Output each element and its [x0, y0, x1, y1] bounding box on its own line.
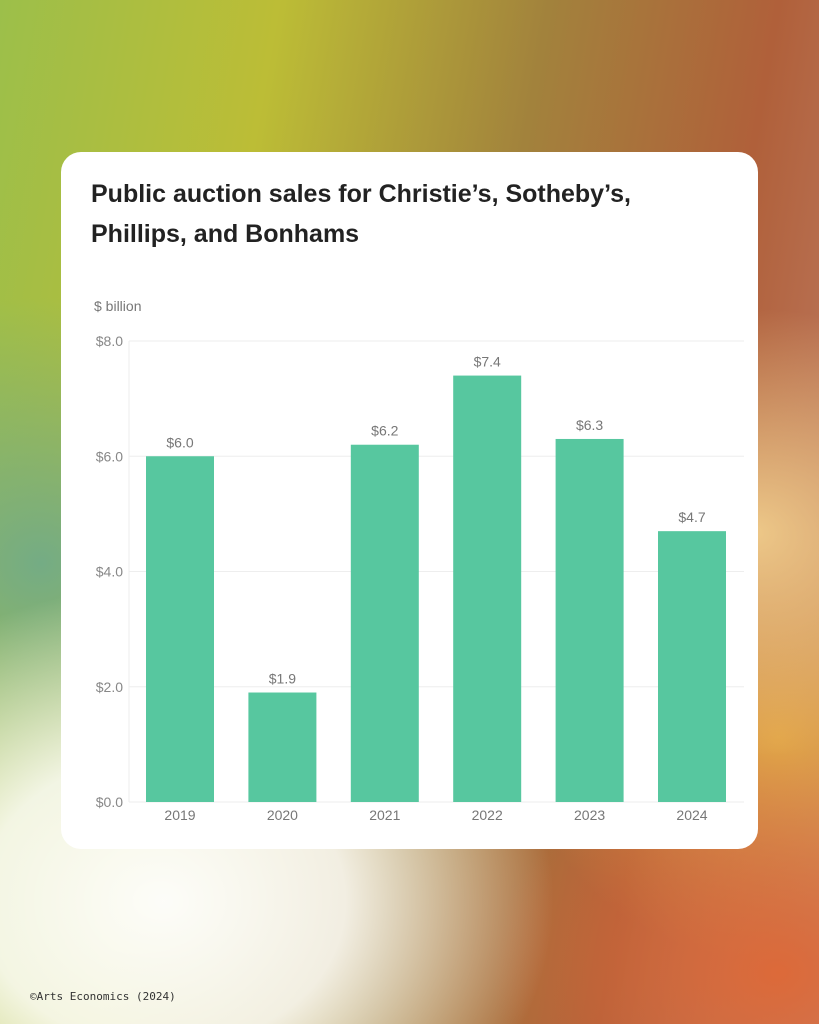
bar [248, 692, 317, 802]
bar-value-label: $1.9 [269, 671, 296, 687]
bar-value-label: $6.0 [166, 434, 193, 450]
x-tick-label: 2021 [369, 807, 400, 823]
chart-title: Public auction sales for Christie’s, Sot… [91, 180, 631, 248]
bar [146, 456, 214, 802]
y-tick-label: $8.0 [96, 333, 123, 349]
bar [658, 531, 726, 802]
bar [555, 438, 624, 802]
bar-value-label: $4.7 [678, 509, 705, 525]
x-tick-label: 2020 [267, 807, 298, 823]
source-credit: ©Arts Economics (2024) [30, 990, 176, 1003]
x-tick-label: 2024 [676, 807, 707, 823]
bar [350, 444, 419, 802]
chart-card: Public auction sales for Christie’s, Sot… [61, 152, 758, 849]
y-tick-label: $4.0 [96, 564, 123, 580]
y-axis-unit-label: $ billion [94, 298, 142, 314]
bar [453, 375, 522, 802]
x-tick-label: 2022 [472, 807, 503, 823]
y-tick-label: $0.0 [96, 794, 123, 810]
x-tick-label: 2023 [574, 807, 605, 823]
bar-value-label: $6.2 [371, 423, 398, 439]
y-tick-label: $6.0 [96, 448, 123, 464]
x-tick-label: 2019 [164, 807, 195, 823]
bar-chart: $0.0 $2.0 $4.0 $6.0 $8.0 $6.0 2019 $1.9 2020 $6.2… [96, 333, 744, 823]
bar-value-label: $6.3 [576, 417, 603, 433]
y-tick-label: $2.0 [96, 679, 123, 695]
bar-value-label: $7.4 [474, 354, 501, 370]
